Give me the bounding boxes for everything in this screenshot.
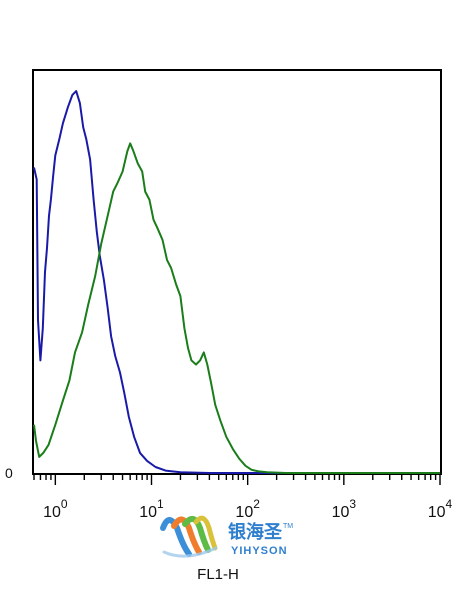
series-layer — [33, 90, 440, 474]
x-tick-label: 102 — [235, 497, 260, 521]
chart-frame — [32, 69, 442, 475]
y-tick-layer: 0 — [5, 465, 13, 481]
watermark-logo: 银海圣 TM YIHYSON — [160, 515, 293, 558]
x-tick-label: 100 — [43, 497, 68, 521]
series-line-2 — [33, 142, 440, 474]
watermark-brand-en: YIHYSON — [231, 545, 288, 557]
logo-mark — [160, 515, 218, 558]
x-tick-label: 101 — [139, 497, 164, 521]
x-axis-label: FL1-H — [197, 566, 239, 583]
watermark-trademark: TM — [283, 523, 293, 530]
x-tick-label: 103 — [332, 497, 357, 521]
x-tick-label: 104 — [428, 497, 453, 521]
x-tick-layer: 100 101 102 103 104 — [33, 474, 453, 521]
y-tick-label: 0 — [5, 465, 13, 481]
series-line-1 — [33, 90, 440, 474]
watermark-brand-cn: 银海圣 — [228, 521, 283, 543]
